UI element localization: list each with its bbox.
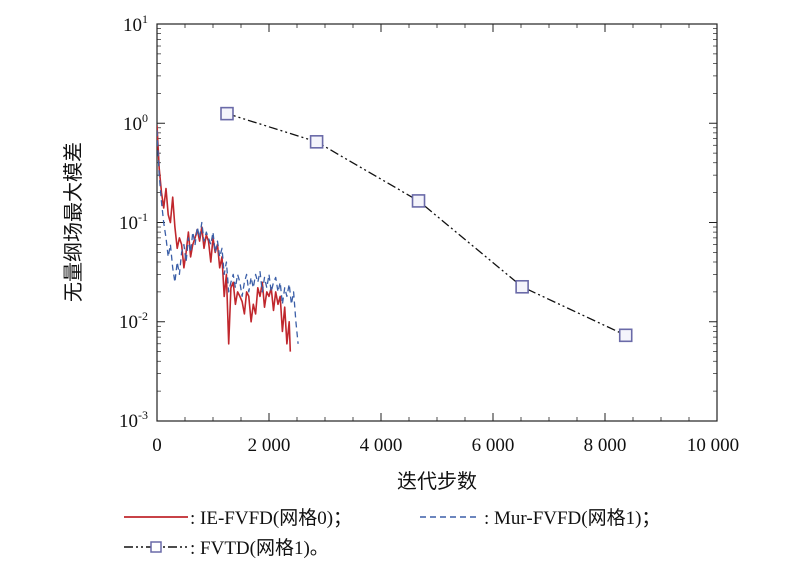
legend-label-mur-fvfd: : Mur-FVFD(网格1)； <box>484 507 660 529</box>
legend-entry-fvtd: : FVTD(网格1)。 <box>124 537 329 559</box>
series-marker-2-2 <box>411 194 426 208</box>
legend: : IE-FVFD(网格0)； : Mur-FVFD(网格1)； : FVTD(… <box>124 507 660 559</box>
y-tick-label-1e-3: 10-3 <box>119 408 148 432</box>
legend-entry-mur-fvfd: : Mur-FVFD(网格1)； <box>420 507 660 529</box>
plot-area <box>156 23 718 422</box>
x-tick-label-0: 0 <box>152 435 162 456</box>
series-marker-2-4 <box>618 328 633 343</box>
legend-label-ie-fvfd: : IE-FVFD(网格0)； <box>190 507 352 529</box>
y-tick-labels: 10-3 10-2 10-1 100 101 <box>119 12 148 432</box>
marker-layer <box>220 106 633 343</box>
y-tick-label-1e1: 101 <box>123 12 148 36</box>
y-tick-label-1e-2: 10-2 <box>119 309 148 333</box>
x-tick-label-3: 6 000 <box>472 435 515 456</box>
x-tick-label-5: 10 000 <box>687 435 739 456</box>
legend-label-fvtd: : FVTD(网格1)。 <box>190 537 329 559</box>
y-axis-title: 无量纲场最大模差 <box>61 142 85 302</box>
series-line-1 <box>157 130 299 344</box>
legend-marker-fvtd <box>150 541 162 553</box>
series-marker-2-0 <box>220 106 234 121</box>
x-tick-labels: 0 2 000 4 000 6 000 8 000 10 000 <box>152 435 739 456</box>
series-marker-2-1 <box>309 135 324 149</box>
x-tick-label-4: 8 000 <box>584 435 627 456</box>
x-axis-title: 迭代步数 <box>397 469 477 493</box>
series-line-0 <box>157 125 292 352</box>
x-tick-label-1: 2 000 <box>248 435 291 456</box>
major-tick-group <box>156 23 718 422</box>
minor-tick-group <box>157 24 717 421</box>
series-marker-2-3 <box>515 279 529 294</box>
x-tick-label-2: 4 000 <box>360 435 403 456</box>
legend-entry-ie-fvfd: : IE-FVFD(网格0)； <box>124 507 352 529</box>
y-tick-label-1e-1: 10-1 <box>119 210 148 234</box>
y-tick-label-1e0: 100 <box>123 111 148 135</box>
